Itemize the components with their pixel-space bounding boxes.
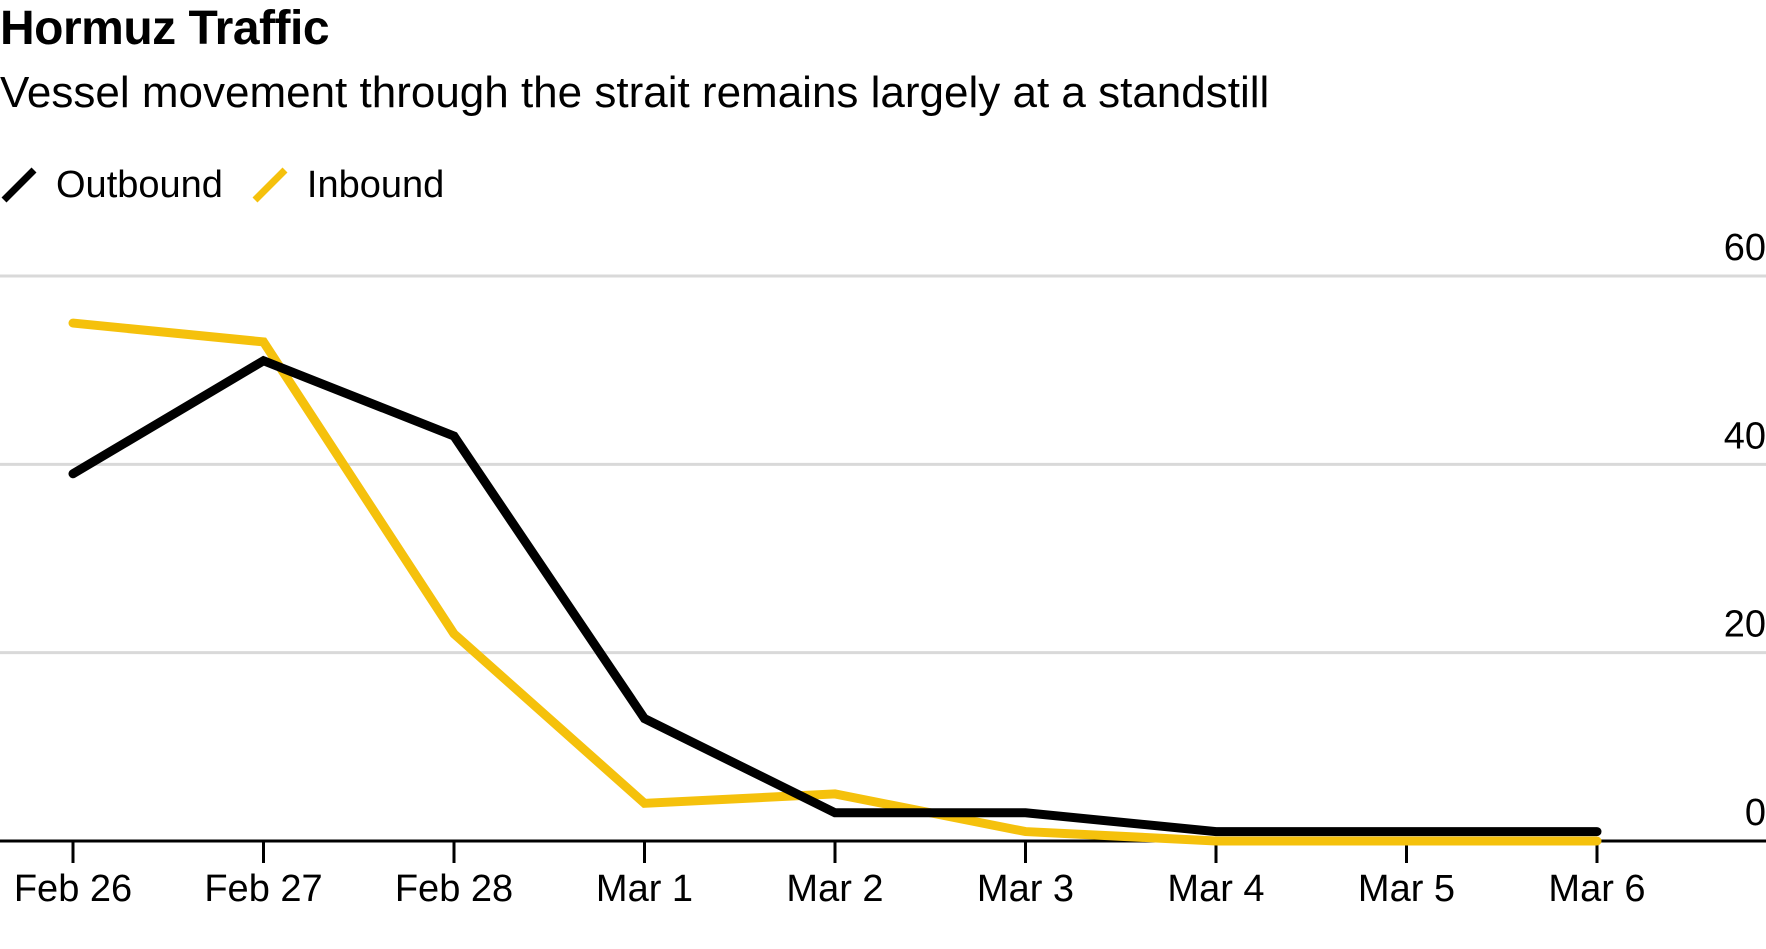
y-axis-ticks: 60 40 20 0 — [1724, 227, 1766, 834]
x-tick-label: Feb 28 — [395, 868, 513, 910]
inbound-swatch-icon — [252, 167, 288, 203]
x-tick-label: Mar 3 — [977, 868, 1074, 910]
y-tick-label: 60 — [1724, 227, 1766, 269]
x-tick-label: Mar 1 — [596, 868, 693, 910]
x-axis-ticks: Feb 26 Feb 27 Feb 28 Mar 1 Mar 2 Mar 3 Mar 4 Ma… — [14, 841, 1646, 910]
legend-item-inbound: Inbound — [251, 163, 444, 207]
x-tick-label: Mar 6 — [1548, 868, 1645, 910]
series-lines — [68, 318, 1602, 846]
gridlines — [0, 274, 1766, 655]
y-tick-label: 20 — [1724, 604, 1766, 646]
chart-title: Hormuz Traffic — [0, 2, 330, 55]
series-line-outbound — [68, 355, 1602, 837]
legend-item-outbound: Outbound — [0, 163, 223, 207]
x-tick-label: Mar 5 — [1358, 868, 1455, 910]
chart-subtitle: Vessel movement through the strait remai… — [0, 68, 1270, 117]
x-tick-label: Feb 27 — [204, 868, 322, 910]
x-tick-label: Mar 4 — [1167, 868, 1264, 910]
legend: Outbound Inbound — [0, 160, 472, 210]
y-tick-label: 40 — [1724, 415, 1766, 457]
legend-label-outbound: Outbound — [56, 164, 223, 206]
x-tick-label: Mar 2 — [786, 868, 883, 910]
x-tick-label: Feb 26 — [14, 868, 132, 910]
y-tick-label: 0 — [1745, 792, 1766, 834]
legend-label-inbound: Inbound — [306, 164, 445, 206]
outbound-swatch-icon — [1, 167, 37, 203]
series-line-inbound — [68, 318, 1602, 846]
